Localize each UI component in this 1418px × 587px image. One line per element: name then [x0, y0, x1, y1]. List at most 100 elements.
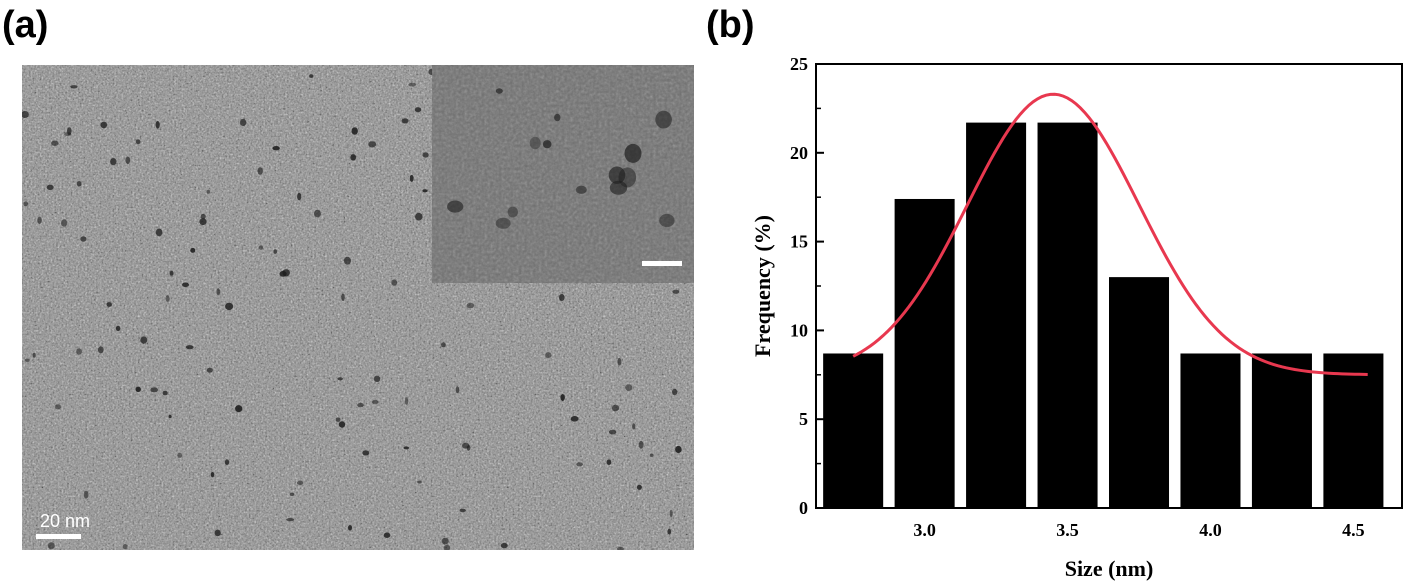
nanoparticle	[155, 121, 160, 129]
nanoparticle	[422, 152, 429, 158]
inset-nanoparticle	[542, 140, 552, 149]
nanoparticle	[47, 542, 55, 550]
nanoparticle	[669, 509, 673, 518]
inset-nanoparticle	[554, 113, 561, 122]
nanoparticle	[391, 279, 398, 286]
x-tick-label: 3.0	[913, 520, 936, 540]
nanoparticle	[257, 167, 263, 175]
y-tick-label: 25	[790, 54, 808, 74]
histogram-bar	[823, 353, 884, 508]
y-tick-label: 10	[790, 320, 808, 340]
nanoparticle	[559, 293, 565, 302]
nanoparticle	[350, 154, 357, 161]
nanoparticle	[343, 256, 351, 265]
nanoparticle	[185, 345, 194, 350]
nanoparticle	[417, 480, 422, 484]
scale-bar-label: 20 nm	[40, 511, 91, 531]
y-tick-label: 20	[790, 143, 808, 163]
nanoparticle	[61, 219, 68, 227]
histogram-chart: 0 5 10 15 20 25 3.0 3.5 4.0 4.5 Size (nm) Frequency…	[748, 50, 1418, 587]
nanoparticle	[422, 189, 428, 193]
nanoparticle	[617, 546, 624, 550]
inset-nanoparticle	[608, 166, 626, 184]
histogram-bar	[1180, 353, 1241, 508]
nanoparticle	[97, 346, 104, 354]
x-axis-label: Size (nm)	[1065, 556, 1154, 581]
nanoparticle	[459, 508, 466, 513]
nanoparticle	[200, 213, 206, 220]
nanoparticle	[289, 492, 295, 496]
nanoparticle	[414, 107, 422, 113]
nanoparticle	[67, 127, 72, 135]
nanoparticle	[297, 192, 302, 201]
nanoparticle	[415, 212, 423, 221]
nanoparticle	[106, 302, 112, 307]
inset-nanoparticle	[609, 180, 628, 195]
nanoparticle	[100, 121, 108, 129]
nanoparticle	[140, 336, 148, 344]
nanoparticle	[155, 228, 163, 237]
nanoparticle	[286, 518, 295, 522]
nanoparticle	[383, 532, 391, 538]
nanoparticle	[638, 440, 644, 449]
nanoparticle	[466, 302, 475, 309]
nanoparticle	[32, 352, 36, 358]
inset-nanoparticle	[659, 213, 675, 228]
nanoparticle	[632, 423, 636, 430]
nanoparticle	[51, 140, 59, 146]
nanoparticle	[649, 453, 654, 457]
inset-nanoparticle	[495, 88, 503, 94]
nanoparticle	[135, 386, 141, 392]
nanoparticle	[570, 416, 579, 422]
nanoparticle	[206, 367, 213, 373]
nanoparticle	[46, 184, 54, 190]
x-tick-label: 3.5	[1056, 520, 1079, 540]
nanoparticle	[545, 352, 552, 359]
nanoparticle	[282, 269, 290, 277]
nanoparticle	[401, 118, 409, 124]
nanoparticle	[441, 342, 446, 348]
nanoparticle	[115, 325, 121, 332]
nanoparticle	[235, 405, 243, 413]
nanoparticle	[216, 288, 221, 296]
nanoparticle	[150, 387, 158, 393]
panel-label-a: (a)	[2, 4, 49, 46]
tem-micrograph	[22, 65, 694, 550]
nanoparticle	[210, 471, 215, 478]
nanoparticle	[455, 386, 460, 394]
nanoparticle	[177, 452, 183, 458]
nanoparticle	[22, 111, 29, 118]
nanoparticle	[338, 421, 346, 428]
nanoparticle	[76, 181, 82, 187]
nanoparticle	[576, 462, 583, 467]
nanoparticle	[273, 249, 277, 255]
y-tick-label: 15	[790, 232, 808, 252]
nanoparticle	[337, 377, 344, 381]
nanoparticle	[409, 174, 414, 182]
nanoparticle	[70, 85, 78, 89]
nanoparticle	[214, 529, 221, 537]
nanoparticle	[335, 417, 341, 422]
nanoparticle	[37, 216, 42, 224]
nanoparticle	[606, 459, 612, 466]
nanoparticle	[368, 141, 377, 148]
histogram-bar	[1037, 122, 1098, 508]
nanoparticle	[500, 542, 508, 549]
inset-scale-bar	[642, 261, 682, 266]
nanoparticle	[122, 544, 128, 550]
nanoparticle	[636, 484, 642, 490]
nanoparticle	[24, 358, 30, 362]
nanoparticle	[314, 209, 321, 218]
inset-nanoparticle	[447, 200, 464, 213]
nanoparticle	[76, 348, 82, 355]
nanoparticle	[125, 156, 131, 164]
nanoparticle	[83, 490, 89, 499]
nanoparticle	[357, 402, 364, 408]
nanoparticle	[667, 528, 672, 535]
nanoparticle	[441, 537, 449, 545]
nanoparticle	[341, 293, 345, 301]
inset-nanoparticle	[529, 136, 541, 150]
gaussian-fit-curve	[852, 92, 1368, 376]
inset-nanoparticle	[507, 206, 518, 218]
nanoparticle	[404, 397, 409, 405]
